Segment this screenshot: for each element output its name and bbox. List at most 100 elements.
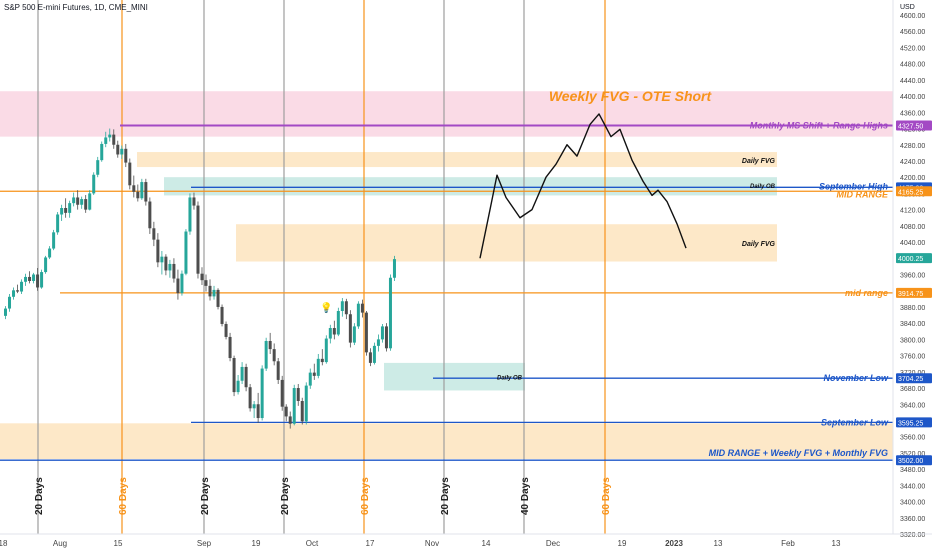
- candle-body: [360, 303, 364, 313]
- y-tick-label: 4400.00: [900, 94, 925, 101]
- candle-body: [76, 197, 80, 205]
- candle-body: [292, 388, 296, 424]
- november-low-badge: [896, 373, 932, 384]
- daily-ob-lower-label: Daily OB: [497, 376, 523, 382]
- candle-body: [192, 197, 196, 206]
- candle-body: [88, 193, 92, 210]
- y-tick-label: 3680.00: [900, 386, 925, 393]
- september-high-label: September High: [819, 181, 889, 191]
- daily-ob-lower: [384, 362, 525, 391]
- candle-body: [196, 205, 200, 274]
- candle-body: [316, 358, 320, 376]
- candle-body: [8, 296, 12, 309]
- candle-body: [60, 208, 64, 215]
- candle-body: [328, 328, 332, 339]
- x-tick-label: 17: [366, 539, 375, 548]
- x-tick-label: Aug: [53, 539, 67, 548]
- x-tick-label: 13: [714, 539, 723, 548]
- candle-body: [188, 197, 192, 232]
- current-price-badge: [896, 253, 932, 264]
- candle-body: [200, 273, 204, 281]
- mid-range-lower-label: mid range: [845, 288, 888, 298]
- candle-body: [184, 231, 188, 274]
- chart-title: S&P 500 E-mini Futures, 1D, CME_MINI: [4, 3, 148, 12]
- candle-body: [100, 143, 104, 161]
- september-low-label: September Low: [821, 417, 889, 427]
- x-tick-label: Dec: [546, 539, 560, 548]
- x-tick-label: 14: [482, 539, 491, 548]
- vertical-marker-label: 60 Days: [360, 477, 371, 515]
- x-tick-label: 13: [832, 539, 841, 548]
- candle-body: [224, 323, 228, 337]
- candle-body: [92, 174, 96, 194]
- projection-title: Weekly FVG - OTE Short: [549, 88, 713, 104]
- y-tick-label: 4200.00: [900, 175, 925, 182]
- candle-body: [68, 203, 72, 213]
- candle-body: [152, 228, 156, 240]
- candle-body: [52, 232, 56, 249]
- mid-range-weekly-monthly-badge-text: 3502.00: [898, 458, 923, 465]
- y-tick-label: 3400.00: [900, 500, 925, 507]
- y-tick-label: 4560.00: [900, 29, 925, 36]
- candle-body: [220, 306, 224, 324]
- candle-body: [240, 366, 244, 381]
- candle-body: [368, 352, 372, 363]
- candle-body: [312, 372, 316, 376]
- candle-body: [288, 416, 292, 424]
- mid-range-lower-badge-text: 3914.75: [898, 291, 923, 298]
- y-tick-label: 4280.00: [900, 143, 925, 150]
- candle-body: [212, 289, 216, 297]
- mid-range-upper-badge: [896, 186, 932, 197]
- candle-body: [120, 148, 124, 155]
- candle-body: [364, 312, 368, 353]
- y-tick-label: 3320.00: [900, 532, 925, 539]
- candle-body: [272, 349, 276, 362]
- mid-range-upper-badge-text: 4165.25: [898, 189, 923, 196]
- candle-body: [372, 345, 376, 363]
- daily-ob-upper: [164, 177, 777, 196]
- candle-body: [380, 326, 384, 340]
- vertical-marker-label: 20 Days: [440, 477, 451, 515]
- x-tick-label: 18: [0, 539, 8, 548]
- daily-fvg-upper-label: Daily FVG: [742, 158, 776, 165]
- candle-body: [340, 301, 344, 311]
- vertical-marker-label: 40 Days: [520, 477, 531, 515]
- y-tick-label: 3360.00: [900, 516, 925, 523]
- mid-range-weekly-monthly-label: MID RANGE + Weekly FVG + Monthly FVG: [709, 448, 888, 458]
- y-tick-label: 4040.00: [900, 240, 925, 247]
- daily-fvg-lower-label: Daily FVG: [742, 241, 776, 248]
- y-tick-label: 3440.00: [900, 483, 925, 490]
- candle-body: [132, 185, 136, 192]
- candle-body: [336, 310, 340, 335]
- candle-body: [268, 340, 272, 350]
- candle-body: [144, 182, 148, 202]
- candle-body: [4, 308, 7, 316]
- september-low-badge: [896, 417, 932, 428]
- candle-body: [260, 368, 264, 419]
- vertical-marker-label: 60 Days: [601, 477, 612, 515]
- candle-body: [264, 340, 268, 369]
- mid-range-upper-label: MID RANGE: [837, 189, 889, 199]
- candle-body: [72, 197, 76, 204]
- candle-body: [112, 134, 116, 145]
- candle-body: [148, 201, 152, 229]
- candle-body: [164, 256, 168, 271]
- candle-body: [232, 358, 236, 393]
- y-tick-label: 4520.00: [900, 45, 925, 52]
- y-tick-label: 3760.00: [900, 354, 925, 361]
- candle-body: [392, 259, 396, 278]
- current-price-badge-text: 4000.25: [898, 256, 923, 263]
- y-tick-label: 4480.00: [900, 62, 925, 69]
- candle-body: [208, 285, 212, 297]
- candle-body: [248, 387, 252, 409]
- candle-body: [160, 256, 164, 263]
- y-tick-label: 4240.00: [900, 159, 925, 166]
- y-tick-label: 3800.00: [900, 337, 925, 344]
- candle-body: [84, 199, 88, 210]
- candle-body: [304, 385, 308, 422]
- candle-body: [180, 273, 184, 294]
- candle-body: [256, 404, 260, 419]
- lightbulb-icon: 💡: [320, 301, 332, 314]
- candle-body: [236, 380, 240, 393]
